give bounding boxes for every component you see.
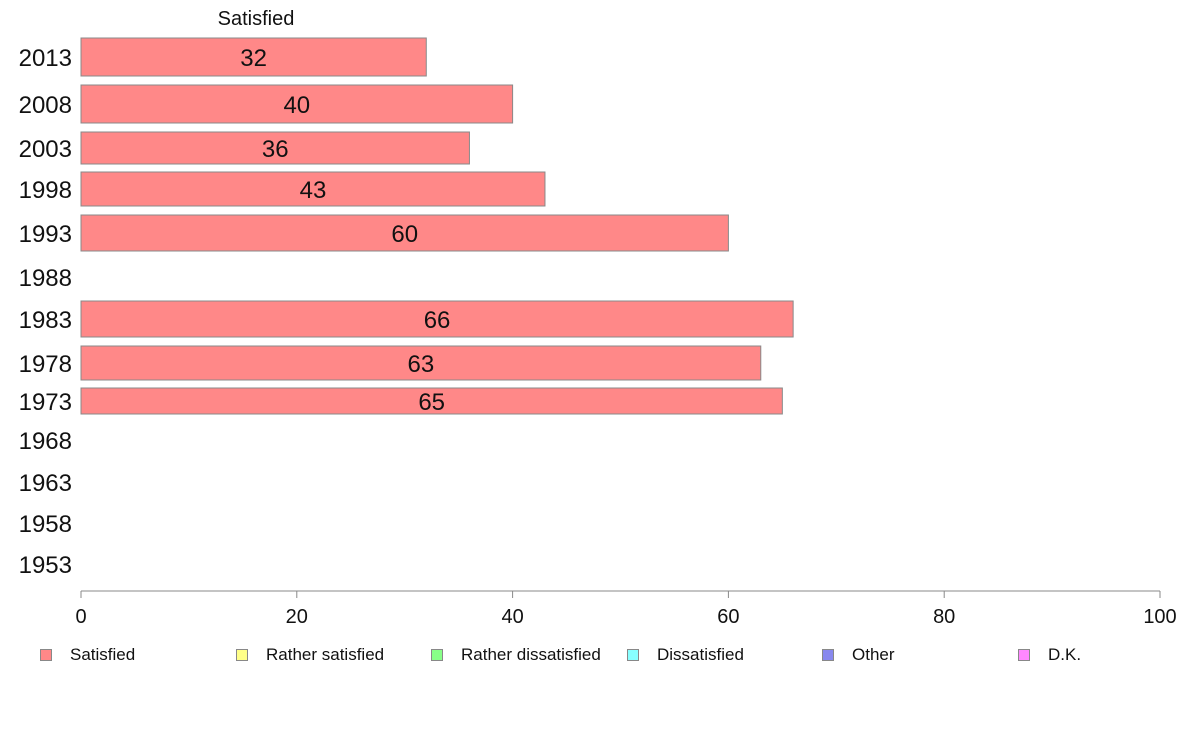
legend-label: Rather satisfied: [266, 645, 385, 664]
x-tick-label: 20: [286, 606, 308, 628]
bar-segment: [80, 300, 794, 338]
bar-value-label: 63: [408, 351, 435, 378]
bar-segment: [80, 345, 762, 381]
x-tick-label: 80: [933, 606, 955, 628]
y-tick-labels: 2013 2008 2003 1998 1993 1988 1983 1978 1973 1968…: [19, 45, 72, 579]
column-header: Satisfied: [218, 8, 295, 30]
y-tick-label: 1993: [19, 221, 72, 248]
legend-label: Satisfied: [70, 645, 136, 664]
legend-label: Rather dissatisfied: [461, 645, 601, 664]
legend-swatch: [822, 649, 834, 661]
legend-label: Dissatisfied: [657, 645, 744, 664]
bar-value-label: 32: [240, 45, 267, 72]
bar-segment: [80, 84, 514, 124]
bar-value-label: 40: [283, 92, 310, 119]
x-tick-label: 40: [501, 606, 523, 628]
bar-segment: [80, 37, 427, 77]
legend-label: Other: [852, 645, 895, 664]
bar-value-label: 66: [424, 307, 451, 334]
bar-segment: [80, 171, 546, 207]
legend-swatch: [627, 649, 639, 661]
bar-value-label: 36: [262, 136, 289, 163]
legend-item: D.K.: [1018, 644, 1081, 666]
y-tick-label: 2008: [19, 92, 72, 119]
bars-layer: 32 40 36 43 60 66 63 65: [80, 37, 794, 416]
y-tick-label: 1953: [19, 552, 72, 579]
legend-item: Rather dissatisfied: [431, 644, 601, 666]
y-tick-label: 1988: [19, 265, 72, 292]
y-tick-label: 2003: [19, 136, 72, 163]
y-tick-label: 1973: [19, 389, 72, 416]
y-tick-label: 1968: [19, 428, 72, 455]
y-tick-label: 1983: [19, 307, 72, 334]
x-tick-label: 100: [1143, 606, 1176, 628]
y-tick-label: 1978: [19, 351, 72, 378]
legend-label: D.K.: [1048, 645, 1082, 664]
bar-value-label: 43: [300, 177, 327, 204]
legend-item: Satisfied: [40, 644, 135, 666]
y-tick-label: 1998: [19, 177, 72, 204]
y-tick-label: 1958: [19, 511, 72, 538]
legend-item: Other: [822, 644, 895, 666]
bar-value-label: 60: [391, 221, 418, 248]
legend-item: Dissatisfied: [627, 644, 744, 666]
legend-swatch: [431, 649, 443, 661]
y-tick-label: 2013: [19, 45, 72, 72]
x-tick-label: 60: [717, 606, 739, 628]
legend-item: Rather satisfied: [236, 644, 384, 666]
bar-segment: [80, 131, 470, 165]
legend: Satisfied Rather satisfied Rather dissatis…: [0, 644, 1188, 668]
x-axis: 0 20 40 60 80 100: [75, 590, 1177, 628]
bar-value-label: 65: [418, 389, 445, 416]
bar-segment: [80, 214, 729, 252]
bar-segment: [80, 387, 783, 415]
legend-swatch: [40, 649, 52, 661]
legend-swatch: [236, 649, 248, 661]
x-tick-label: 0: [75, 606, 86, 628]
y-tick-label: 1963: [19, 470, 72, 497]
legend-swatch: [1018, 649, 1030, 661]
